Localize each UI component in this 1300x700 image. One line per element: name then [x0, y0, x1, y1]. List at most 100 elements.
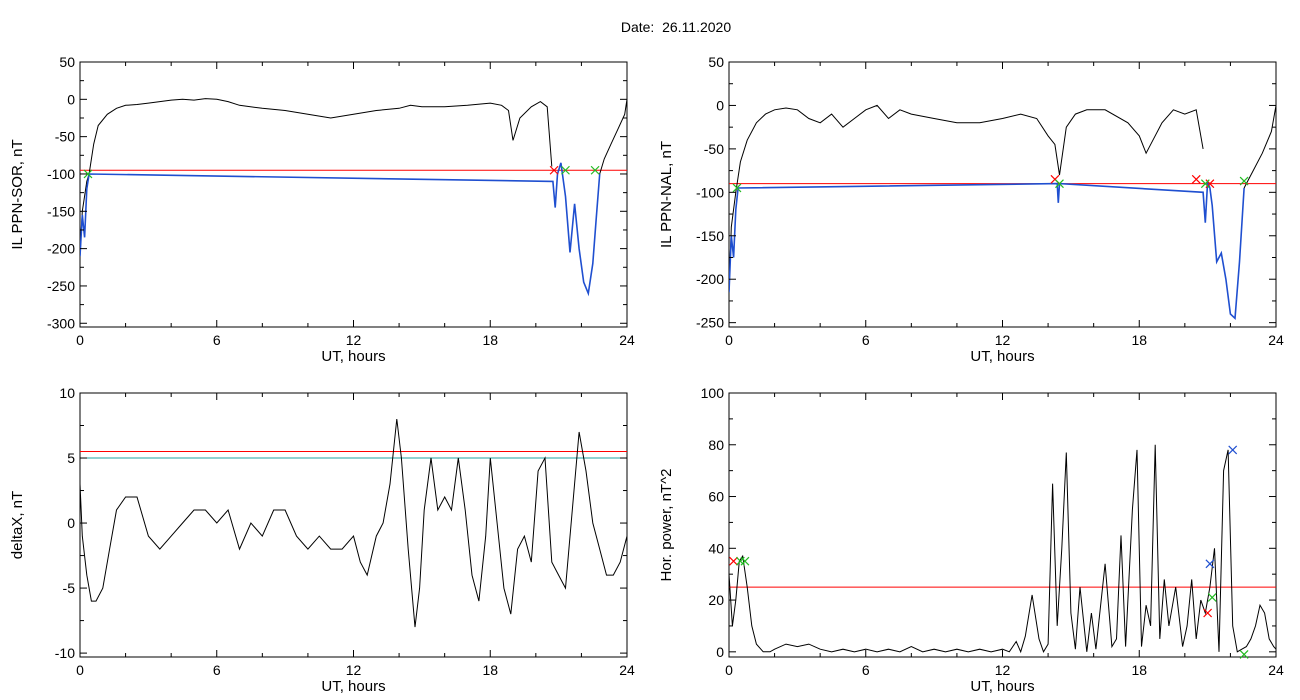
event-marker: [549, 165, 559, 175]
y-tick-label: -10: [55, 645, 75, 661]
marker-stroke: [1205, 559, 1215, 569]
marker-stroke: [1203, 608, 1213, 618]
y-tick-label: 50: [59, 54, 75, 70]
chart-panel-4: 0 6 12 18 24 100 80 60 40 20 0 UT, hours Hor. power,…: [658, 385, 1284, 695]
marker-stroke: [1228, 445, 1238, 455]
x-axis-label: UT, hours: [321, 678, 385, 695]
x-axis-label: UT, hours: [970, 678, 1034, 695]
y-tick-label: -200: [47, 241, 75, 257]
y-tick-label: -5: [63, 580, 76, 596]
plot-frame: [728, 61, 1277, 328]
y-axis-label: Hor. power, nT^2: [658, 469, 675, 582]
event-marker: [590, 165, 600, 175]
marker-stroke: [83, 169, 93, 179]
marker-stroke: [732, 183, 742, 193]
y-tick-label: -50: [704, 141, 724, 157]
series-line: [729, 181, 1245, 321]
marker-stroke: [740, 556, 750, 566]
event-marker: [1205, 559, 1215, 569]
event-marker: [1239, 176, 1249, 186]
x-tick-label: 12: [995, 662, 1011, 678]
y-tick-label: 20: [708, 592, 724, 608]
marker-stroke: [1239, 649, 1249, 659]
y-axis-label: deltaX, nT: [9, 491, 26, 559]
y-tick-label: -50: [55, 129, 75, 145]
y-tick-label: -250: [696, 315, 724, 331]
y-tick-label: 10: [59, 385, 75, 401]
x-tick-label: 6: [862, 662, 870, 678]
x-tick-label: 6: [213, 662, 221, 678]
y-tick-label: 0: [716, 97, 724, 113]
series-line: [599, 99, 627, 175]
plot-frame: [728, 392, 1277, 658]
y-tick-label: 5: [67, 450, 75, 466]
marker-stroke: [1239, 176, 1249, 186]
x-axis-label: UT, hours: [970, 348, 1034, 365]
x-tick-label: 18: [482, 662, 498, 678]
chart-panel-3: 0 6 12 18 24 10 5 0 -5 -10 UT, hours deltaX, nT: [9, 385, 635, 695]
y-tick-label: 0: [716, 644, 724, 660]
page-title: Date: 26.11.2020: [620, 19, 732, 35]
event-marker: [740, 556, 750, 566]
marker-stroke: [1055, 179, 1064, 189]
y-tick-label: 80: [708, 437, 724, 453]
y-tick-label: 60: [708, 489, 724, 505]
chart-panel-2: 0 6 12 18 24 50 0 -50 -100 -150 -200 -250 UT, hours I…: [658, 54, 1284, 365]
y-axis-label: IL PPN-NAL, nT: [658, 141, 675, 248]
x-tick-label: 0: [725, 662, 733, 678]
series-line: [80, 98, 553, 257]
event-marker: [1200, 179, 1210, 189]
marker-stroke: [1200, 179, 1210, 189]
y-tick-label: -100: [696, 184, 724, 200]
x-tick-label: 6: [862, 332, 870, 348]
event-marker: [1055, 179, 1064, 189]
y-axis-label: IL PPN-SOR, nT: [9, 139, 26, 249]
x-tick-label: 6: [213, 332, 221, 348]
y-tick-label: 0: [67, 515, 75, 531]
series-line: [729, 104, 1204, 293]
x-tick-label: 12: [346, 332, 362, 348]
y-tick-label: -300: [47, 315, 75, 331]
series-line: [80, 162, 601, 297]
y-tick-label: -150: [47, 203, 75, 219]
event-marker: [1191, 174, 1201, 184]
series-line: [729, 444, 1276, 654]
y-tick-label: 50: [708, 54, 724, 70]
y-tick-label: -250: [47, 278, 75, 294]
series-line: [80, 418, 627, 628]
event-marker: [1228, 445, 1238, 455]
x-axis-label: UT, hours: [321, 348, 385, 365]
y-tick-label: 100: [701, 385, 725, 401]
x-tick-label: 24: [1268, 662, 1284, 678]
marker-stroke: [561, 165, 570, 175]
event-marker: [1239, 649, 1249, 659]
marker-stroke: [729, 556, 738, 566]
event-marker: [83, 169, 93, 179]
y-tick-label: -100: [47, 166, 75, 182]
x-tick-label: 24: [619, 662, 635, 678]
marker-stroke: [590, 165, 600, 175]
marker-stroke: [1050, 174, 1060, 184]
marker-stroke: [549, 165, 559, 175]
chart-panel-1: 0 6 12 18 24 50 0 -50 -100 -150 -200 -250 -300 UT, ho…: [9, 54, 635, 365]
event-marker: [1207, 593, 1217, 602]
event-marker: [729, 556, 738, 566]
y-tick-label: -150: [696, 228, 724, 244]
y-tick-label: -200: [696, 271, 724, 287]
x-tick-label: 24: [1268, 332, 1284, 348]
x-tick-label: 18: [1131, 662, 1147, 678]
x-tick-label: 0: [725, 332, 733, 348]
x-tick-label: 0: [76, 332, 84, 348]
x-tick-label: 12: [346, 662, 362, 678]
event-marker: [732, 183, 742, 193]
event-marker: [561, 165, 570, 175]
x-tick-label: 18: [482, 332, 498, 348]
y-tick-label: 40: [708, 540, 724, 556]
y-tick-label: 0: [67, 91, 75, 107]
x-tick-label: 24: [619, 332, 635, 348]
plot-frame: [79, 392, 628, 658]
x-tick-label: 12: [995, 332, 1011, 348]
marker-stroke: [1207, 593, 1217, 602]
x-tick-label: 18: [1131, 332, 1147, 348]
